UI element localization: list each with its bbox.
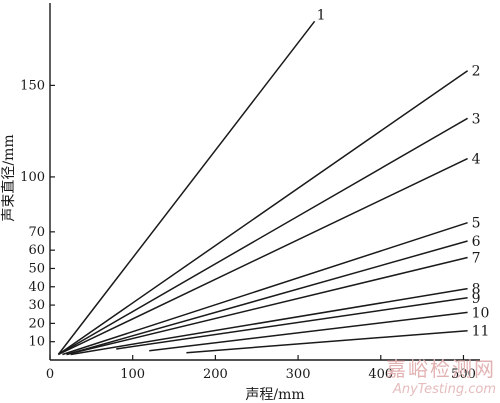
y-tick-label: 150 — [20, 78, 45, 93]
axes — [49, 3, 480, 361]
y-tick-label: 30 — [28, 298, 45, 313]
series-line-11 — [186, 329, 468, 354]
series-label-11: 11 — [472, 324, 490, 340]
series-label-4: 4 — [472, 152, 481, 168]
series-line-3 — [57, 117, 468, 356]
series-label-1: 1 — [317, 7, 326, 23]
watermark: 嘉峪检测网 AnyTesting.com — [386, 353, 496, 397]
y-tick-label: 60 — [28, 243, 45, 258]
series-label-6: 6 — [472, 234, 481, 250]
series-line-8 — [70, 287, 468, 356]
series-line-2 — [57, 70, 469, 356]
series-lines — [57, 20, 469, 356]
series-line-7 — [66, 256, 468, 356]
x-tick-label: 100 — [120, 367, 145, 382]
x-tick-label: 300 — [286, 367, 311, 382]
x-tick-label: 200 — [203, 367, 228, 382]
series-label-9: 9 — [472, 291, 481, 307]
series-line-4 — [57, 157, 468, 356]
series-label-10: 10 — [472, 305, 490, 321]
series-line-9 — [116, 297, 468, 350]
series-label-5: 5 — [472, 216, 481, 232]
x-tick-label: 500 — [451, 367, 476, 382]
series-label-2: 2 — [472, 64, 481, 80]
series-line-1 — [57, 20, 316, 355]
y-tick-label: 100 — [20, 170, 45, 185]
tick-marks — [49, 84, 465, 360]
tick-labels: 0 100 200 300 400 500 10 20 30 40 50 60 70 100 150 — [20, 78, 476, 382]
series-line-5 — [62, 221, 468, 356]
y-tick-label: 20 — [28, 316, 45, 331]
watermark-cn: 嘉峪检测网 — [386, 357, 496, 381]
y-tick-label: 70 — [28, 225, 45, 240]
series-label-7: 7 — [472, 250, 481, 266]
y-tick-label: 50 — [28, 261, 45, 276]
x-axis-label: 声程/mm — [245, 387, 304, 403]
series-label-3: 3 — [472, 111, 481, 127]
series-line-10 — [149, 311, 468, 352]
x-tick-label: 0 — [46, 367, 54, 382]
y-tick-label: 40 — [28, 280, 45, 295]
series-label-8: 8 — [472, 282, 481, 298]
y-axis-label: 声束直径/mm — [0, 134, 17, 221]
series-line-6 — [66, 240, 468, 356]
watermark-en: AnyTesting.com — [392, 382, 496, 397]
y-tick-label: 10 — [28, 335, 45, 350]
x-tick-label: 400 — [368, 367, 393, 382]
